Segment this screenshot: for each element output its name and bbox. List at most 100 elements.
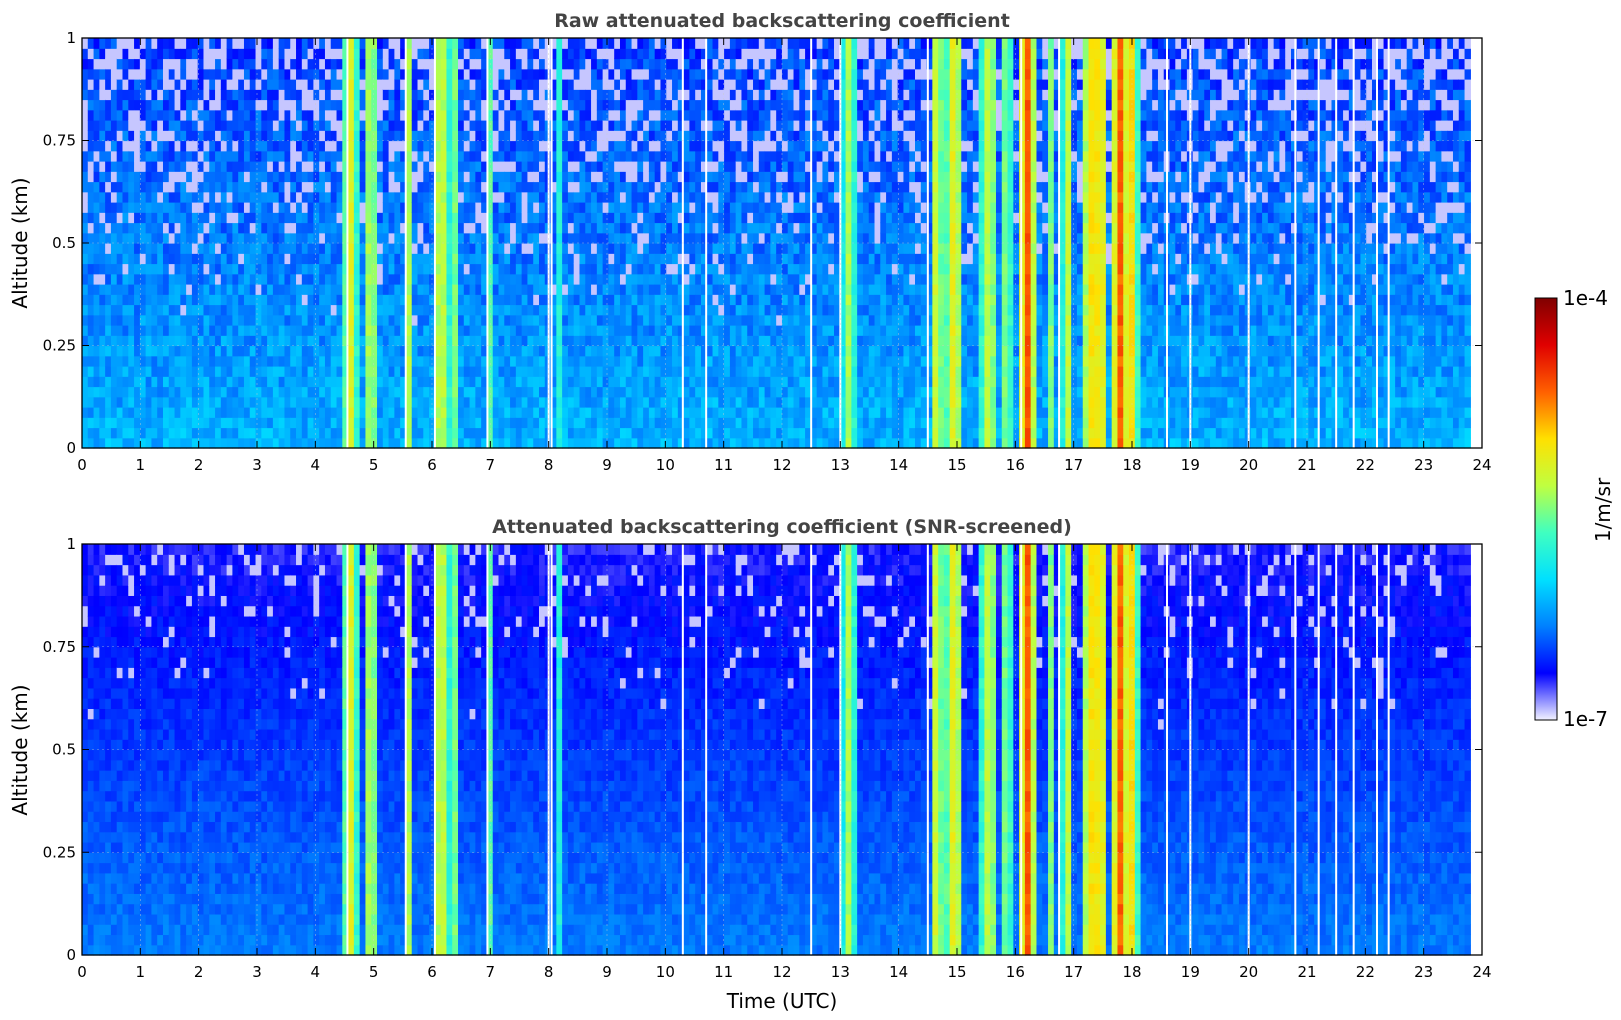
heatmap-cell — [521, 58, 529, 70]
heatmap-cell — [405, 232, 413, 244]
heatmap-cell — [434, 427, 442, 439]
heatmap-cell — [261, 314, 268, 326]
heatmap-cell — [99, 79, 106, 90]
heatmap-cell — [319, 437, 326, 449]
heatmap-cell — [278, 386, 286, 398]
heatmap-cell — [405, 38, 413, 49]
heatmap-cell — [162, 304, 170, 316]
heatmap-cell — [122, 314, 129, 326]
heatmap-cell — [700, 284, 708, 295]
heatmap-cell — [614, 437, 621, 449]
heatmap-cell — [648, 161, 656, 172]
heatmap-cell — [296, 181, 303, 193]
heatmap-cell — [353, 417, 361, 429]
heatmap-cell — [504, 325, 511, 336]
heatmap-cell — [145, 243, 153, 254]
heatmap-cell — [764, 355, 771, 367]
heatmap-cell — [411, 304, 419, 316]
heatmap-cell — [724, 437, 731, 449]
heatmap-cell — [758, 294, 766, 306]
heatmap-cell — [764, 150, 771, 162]
heatmap-cell — [186, 120, 193, 131]
heatmap-cell — [319, 181, 326, 193]
heatmap-cell — [533, 38, 540, 49]
heatmap-cell — [278, 294, 286, 306]
heatmap-cell — [585, 386, 592, 398]
heatmap-cell — [272, 202, 280, 213]
heatmap-cell — [226, 417, 233, 429]
heatmap-cell — [348, 232, 355, 244]
heatmap-cell — [672, 427, 679, 439]
heatmap-cell — [232, 109, 239, 121]
heatmap-cell — [654, 284, 662, 295]
heatmap-cell — [677, 427, 685, 439]
heatmap-cell — [157, 150, 164, 162]
heatmap-cell — [758, 58, 766, 70]
heatmap-cell — [180, 202, 187, 213]
heatmap-cell — [255, 335, 262, 347]
heatmap-cell — [313, 417, 320, 429]
heatmap-cell — [423, 99, 430, 111]
heatmap-cell — [313, 437, 320, 449]
heatmap-cell — [770, 58, 777, 70]
heatmap-cell — [243, 120, 251, 131]
heatmap-cell — [307, 437, 314, 449]
heatmap-cell — [319, 314, 326, 326]
heatmap-cell — [186, 376, 193, 388]
heatmap-cell — [180, 366, 187, 377]
heatmap-cell — [243, 161, 251, 172]
heatmap-cell — [666, 171, 673, 183]
heatmap-cell — [672, 120, 679, 131]
heatmap-cell — [82, 304, 89, 316]
heatmap-cell — [324, 437, 332, 449]
heatmap-cell — [324, 263, 332, 275]
heatmap-cell — [186, 427, 193, 439]
heatmap-cell — [122, 345, 129, 357]
heatmap-cell — [330, 396, 338, 408]
heatmap-cell — [660, 386, 667, 398]
heatmap-cell — [475, 99, 482, 111]
heatmap-cell — [475, 181, 482, 193]
heatmap-cell — [388, 99, 395, 111]
heatmap-cell — [614, 109, 621, 121]
heatmap-cell — [162, 140, 170, 152]
heatmap-cell — [93, 396, 100, 408]
heatmap-cell — [157, 99, 164, 111]
heatmap-cell — [82, 222, 89, 234]
heatmap-cell — [411, 68, 419, 80]
heatmap-cell — [515, 314, 523, 326]
heatmap-cell — [226, 253, 233, 265]
heatmap-cell — [550, 89, 557, 101]
heatmap-cell — [660, 222, 667, 234]
heatmap-cell — [116, 89, 124, 101]
heatmap-cell — [209, 99, 216, 111]
heatmap-cell — [562, 202, 569, 213]
heatmap-cell — [296, 284, 303, 295]
heatmap-cell — [186, 89, 193, 101]
heatmap-cell — [197, 181, 205, 193]
heatmap-cell — [139, 212, 147, 224]
heatmap-cell — [238, 304, 245, 316]
heatmap-cell — [660, 366, 667, 377]
heatmap-cell — [99, 161, 106, 172]
heatmap-cell — [290, 222, 297, 234]
heatmap-cell — [666, 396, 673, 408]
heatmap-cell — [758, 325, 766, 336]
heatmap-cell — [515, 222, 523, 234]
heatmap-cell — [417, 191, 424, 203]
heatmap-cell — [359, 243, 367, 254]
heatmap-cell — [567, 58, 575, 70]
heatmap-cell — [562, 150, 569, 162]
heatmap-cell — [145, 171, 153, 183]
heatmap-cell — [330, 355, 338, 367]
heatmap-cell — [267, 161, 274, 172]
heatmap-cell — [770, 89, 777, 101]
heatmap-cell — [180, 355, 187, 367]
heatmap-cell — [452, 140, 459, 152]
heatmap-cell — [162, 314, 170, 326]
heatmap-cell — [799, 150, 806, 162]
heatmap-cell — [619, 304, 627, 316]
heatmap-cell — [625, 181, 633, 193]
heatmap-cell — [220, 263, 228, 275]
heatmap-cell — [648, 304, 656, 316]
